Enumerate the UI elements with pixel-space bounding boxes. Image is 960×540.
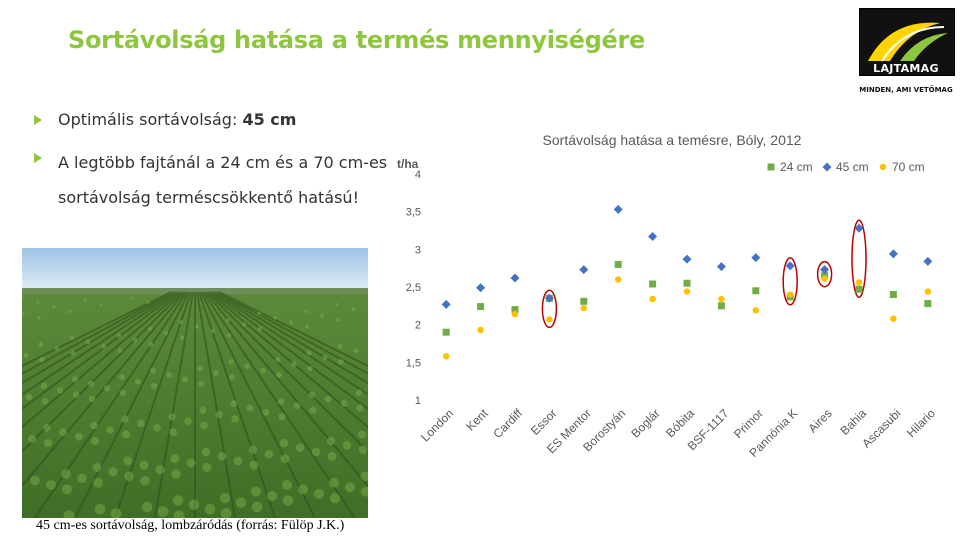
point-24-cm [855, 285, 863, 293]
point-24-cm [511, 306, 519, 314]
yield-chart: Sortávolság hatása a temésre, Bóly, 2012… [393, 128, 951, 478]
point-24-cm [924, 300, 932, 308]
x-tick-label: London [418, 406, 456, 444]
highlight-ellipse [541, 289, 558, 329]
x-tick-label: Hilario [904, 406, 938, 440]
point-70-cm [718, 295, 725, 303]
point-24-cm [649, 280, 657, 288]
point-70-cm [511, 310, 519, 318]
point-24-cm [442, 328, 450, 336]
leaf-icon [868, 22, 948, 62]
point-24-cm [580, 297, 588, 305]
point-24-cm [889, 291, 897, 299]
photo-caption: 45 cm-es sortávolság, lombzáródás (forrá… [36, 518, 345, 533]
bullet-text: A legtöbb fajtánál a 24 cm és a 70 cm-es… [58, 153, 388, 207]
point-24-cm [752, 287, 760, 295]
point-70-cm [787, 291, 794, 298]
y-tick-label: 3,5 [406, 207, 421, 219]
point-45-cm [648, 232, 658, 242]
point-45-cm [476, 283, 486, 293]
logo-tagline: MINDEN, AMI VETŐMAG [859, 86, 953, 94]
bullet-highlight: 45 cm [242, 110, 297, 129]
bullet-text: Optimális sortávolság: [58, 110, 243, 129]
legend-label-24-cm: 24 cm [780, 160, 813, 174]
highlight-ellipse [782, 257, 798, 306]
lajtamag-logo: LAJTAMAG MINDEN, AMI VETŐMAG [855, 6, 957, 96]
point-70-cm [855, 279, 863, 286]
chart-title: Sortávolság hatása a temésre, Bóly, 2012 [542, 132, 802, 148]
point-70-cm [924, 288, 931, 295]
highlight-ellipse [816, 260, 833, 288]
point-45-cm [441, 299, 451, 309]
point-24-cm [614, 260, 622, 268]
bullet-arrow-icon [34, 115, 42, 125]
point-45-cm [820, 265, 830, 275]
chart-plot: t/ha 1 1,5 2 2,5 3 3,5 4 London Kent Cardiff Essor… [397, 157, 938, 460]
x-tick-label: Kent [463, 406, 491, 434]
point-45-cm [682, 254, 692, 264]
point-45-cm [888, 249, 898, 259]
y-tick-label: 2 [415, 320, 421, 332]
point-45-cm [579, 265, 589, 275]
slide-title: Sortávolság hatása a termés mennyiségére [68, 26, 645, 54]
y-tick-label: 3 [415, 244, 421, 256]
x-tick-label: Cardiff [490, 406, 525, 441]
soybean-field-photo [22, 248, 368, 518]
y-tick-label: 1 [415, 395, 421, 407]
point-70-cm [683, 288, 691, 295]
point-45-cm [785, 261, 795, 271]
point-45-cm [613, 204, 623, 214]
point-45-cm [751, 253, 761, 263]
legend-label-70-cm: 70 cm [892, 160, 925, 174]
point-45-cm [716, 262, 726, 272]
point-24-cm [717, 302, 725, 310]
x-tick-label: Essor [528, 406, 560, 438]
y-axis-label: t/ha [397, 157, 419, 171]
point-45-cm [854, 223, 864, 233]
y-tick-label: 4 [415, 169, 421, 181]
legend-marker-70-cm [879, 163, 887, 171]
point-70-cm [649, 295, 656, 303]
point-70-cm [615, 276, 622, 283]
x-tick-label: Boglár [628, 406, 662, 440]
x-tick-label: Bahia [838, 406, 870, 438]
point-45-cm [923, 256, 933, 266]
point-70-cm [752, 307, 759, 314]
y-tick-label: 1,5 [406, 357, 421, 369]
point-70-cm [443, 353, 450, 360]
legend-label-45-cm: 45 cm [836, 160, 869, 174]
point-45-cm [510, 273, 520, 283]
point-70-cm [580, 304, 587, 312]
point-45-cm [544, 293, 554, 303]
x-tick-label: Aires [805, 406, 834, 435]
highlight-ellipse [851, 219, 867, 299]
bullet-arrow-icon [34, 153, 42, 163]
legend-marker-45-cm [822, 162, 832, 172]
bullet-yield-reduction: A legtöbb fajtánál a 24 cm és a 70 cm-es… [34, 145, 394, 215]
point-70-cm [477, 326, 484, 334]
y-tick-label: 2,5 [406, 282, 421, 294]
logo-name: LAJTAMAG [873, 62, 939, 75]
point-24-cm [683, 279, 691, 287]
bullet-optimal-spacing: Optimális sortávolság: 45 cm [34, 107, 296, 133]
logo-emblem [859, 8, 955, 76]
point-70-cm [890, 315, 897, 322]
point-70-cm [821, 275, 828, 282]
point-70-cm [546, 316, 553, 323]
legend-marker-24-cm [767, 163, 775, 171]
point-24-cm [477, 303, 485, 311]
